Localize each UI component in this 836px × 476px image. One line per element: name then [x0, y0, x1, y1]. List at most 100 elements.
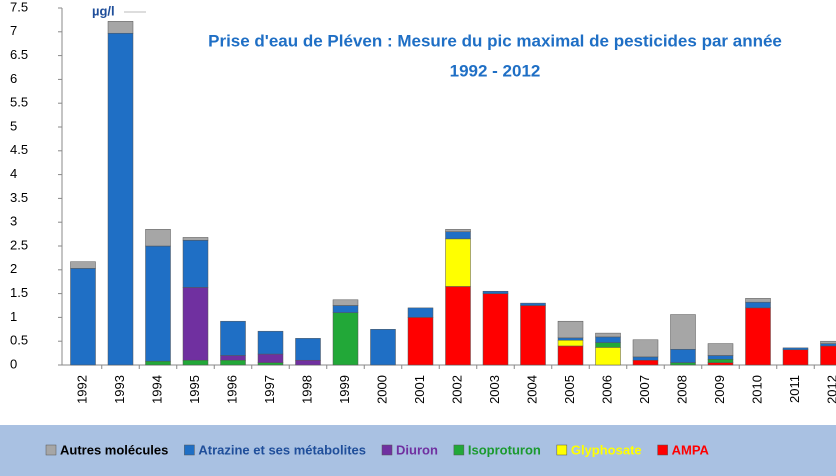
x-tick-label: 2008: [674, 375, 689, 404]
x-tick-label: 2005: [562, 375, 577, 404]
y-tick-label: 2.5: [10, 237, 28, 252]
bar-segment: [182, 237, 209, 241]
legend-swatch: [556, 444, 568, 456]
bar-segment: [520, 305, 546, 366]
bar-segment: [707, 359, 734, 363]
bar-segment: [370, 329, 396, 366]
bar-segment: [407, 317, 434, 366]
y-tick-label: 5.5: [10, 95, 28, 110]
y-tick-label: 4.5: [10, 142, 28, 157]
bar-segment: [595, 342, 621, 348]
bar-segment: [482, 293, 509, 366]
bar-segment: [820, 340, 836, 344]
bar-segment: [745, 298, 771, 303]
legend-swatch: [657, 444, 668, 456]
bar-segment: [820, 343, 836, 347]
bar-segment: [257, 362, 284, 366]
bar-segment: [482, 290, 509, 294]
x-tick-label: 1996: [224, 375, 239, 404]
bar-segment: [257, 353, 284, 363]
x-tick-label: 1993: [112, 375, 127, 404]
bar-segment: [332, 299, 359, 306]
legend-label: Atrazine et ses métabolites: [198, 442, 366, 457]
y-tick-label: 1.5: [10, 285, 28, 300]
bar-segment: [445, 231, 471, 240]
bar-segment: [745, 307, 771, 366]
bar-segment: [182, 240, 209, 288]
y-axis-label: µg/l: [92, 3, 115, 18]
x-tick-label: 1999: [337, 375, 352, 404]
bar-segment: [295, 338, 321, 361]
bar-segment: [182, 359, 209, 366]
x-tick-label: 1998: [299, 375, 314, 404]
legend-swatch: [184, 444, 195, 456]
bar-segment: [557, 345, 584, 366]
bar-segment: [220, 320, 246, 356]
bar-segment: [745, 301, 771, 309]
x-tick-label: 2007: [637, 375, 652, 404]
bar-segment: [707, 355, 734, 360]
bar-segment: [332, 312, 359, 366]
x-tick-label: 2006: [599, 375, 614, 404]
x-tick-label: 2011: [787, 375, 802, 403]
x-tick-label: 1994: [149, 375, 164, 404]
x-tick-label: 2010: [749, 375, 764, 404]
bar-segment: [595, 336, 621, 343]
bar-segment: [407, 307, 434, 318]
bar-segment: [70, 261, 96, 269]
bar-segment: [632, 356, 659, 361]
x-tick-label: 1995: [187, 375, 202, 404]
bar-segment: [782, 347, 809, 351]
bar-segment: [595, 347, 621, 366]
y-tick-label: 7.5: [10, 0, 28, 14]
bar-segment: [107, 21, 134, 34]
chart-title: Prise d'eau de Pléven : Mesure du pic ma…: [208, 31, 782, 50]
x-tick-label: 2012: [824, 375, 836, 404]
x-tick-label: 2000: [374, 375, 389, 404]
x-tick-label: 1992: [74, 375, 89, 404]
y-tick-label: 7: [10, 23, 17, 38]
bar-segment: [670, 349, 696, 363]
legend-swatch: [381, 444, 393, 456]
bar-segment: [220, 359, 246, 366]
bar-segment: [557, 337, 584, 341]
y-tick-label: 3.5: [10, 190, 28, 205]
bar-segment: [182, 287, 209, 361]
x-tick-label: 2002: [449, 375, 464, 404]
bar-segment: [145, 229, 171, 247]
legend-swatch: [45, 444, 57, 456]
legend-swatch: [453, 444, 465, 456]
bar-segment: [445, 286, 471, 366]
bar-segment: [145, 360, 171, 366]
bar-segment: [632, 339, 659, 358]
legend-label: Autres molécules: [60, 442, 168, 457]
x-tick-label: 1997: [262, 375, 277, 404]
x-tick-label: 2001: [412, 375, 427, 404]
bar-segment: [220, 355, 246, 361]
bar-segment: [445, 238, 471, 287]
chart-subtitle: 1992 - 2012: [450, 61, 541, 80]
bar-segment: [557, 339, 584, 347]
bar-segment: [332, 305, 359, 313]
bar-segment: [670, 314, 696, 350]
legend-label: Diuron: [396, 442, 438, 457]
bar-segment: [445, 229, 471, 232]
y-tick-label: 0.5: [10, 333, 28, 348]
legend-band: [0, 425, 836, 476]
bar-segment: [145, 245, 171, 362]
bar-segment: [632, 359, 659, 366]
legend-label: AMPA: [672, 442, 710, 457]
y-tick-label: 4: [10, 166, 17, 181]
y-tick-label: 0: [10, 356, 17, 371]
x-tick-label: 2009: [712, 375, 727, 404]
bar-segment: [520, 302, 546, 306]
y-tick-label: 3: [10, 214, 17, 229]
bar-segment: [820, 345, 836, 366]
bar-segment: [557, 320, 584, 339]
bar-segment: [707, 343, 734, 356]
bar-segment: [782, 349, 809, 366]
bar-segment: [707, 362, 734, 366]
bar-segment: [670, 362, 696, 366]
